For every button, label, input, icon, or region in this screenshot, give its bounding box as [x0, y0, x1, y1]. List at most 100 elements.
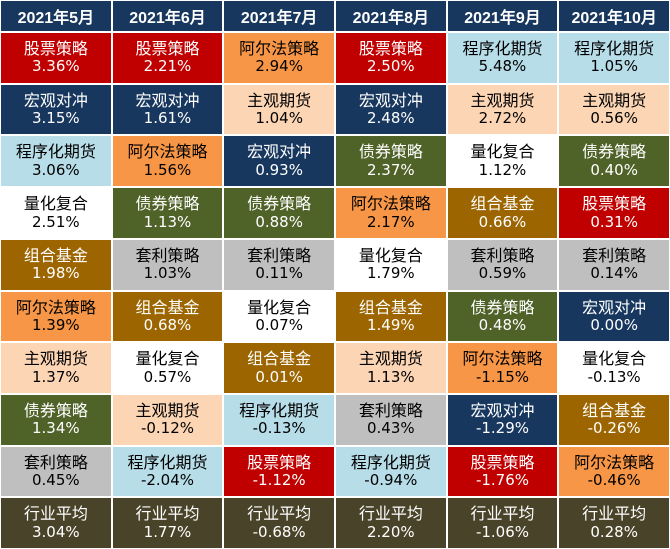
strategy-name: 行业平均 — [358, 504, 423, 524]
strategy-name: 股票策略 — [470, 452, 535, 472]
strategy-cell: 套利策略 0.45% — [1, 446, 111, 497]
strategy-cell: 量化复合 2.51% — [1, 188, 111, 238]
industry-average-cell: 行业平均 -0.68% — [224, 498, 334, 548]
strategy-name: 股票策略 — [582, 194, 647, 214]
strategy-name: 套利策略 — [358, 400, 423, 420]
strategy-return-value: 0.07% — [255, 315, 303, 334]
strategy-cell: 主观期货 0.56% — [559, 84, 669, 135]
strategy-return-value: 0.56% — [590, 109, 638, 128]
strategy-cell: 阿尔法策略 -0.46% — [559, 446, 669, 497]
strategy-cell: 宏观对冲 0.00% — [559, 291, 669, 342]
industry-average-cell: 行业平均 2.20% — [335, 498, 446, 548]
strategy-cell: 程序化期货 -2.04% — [112, 446, 223, 497]
strategy-return-value: 2.94% — [255, 57, 303, 76]
strategy-name: 量化复合 — [582, 349, 647, 369]
strategy-cell: 阿尔法策略 1.56% — [112, 136, 223, 187]
strategy-name: 组合基金 — [247, 349, 312, 369]
strategy-name: 债券策略 — [247, 194, 312, 214]
strategy-name: 债券策略 — [582, 142, 647, 162]
strategy-cell: 组合基金 1.49% — [335, 291, 446, 342]
strategy-name: 行业平均 — [470, 504, 535, 524]
strategy-cell: 阿尔法策略 1.39% — [1, 291, 111, 342]
strategy-cell: 债券策略 0.40% — [559, 136, 669, 187]
strategy-cell: 宏观对冲 1.61% — [112, 84, 223, 135]
strategy-cell: 宏观对冲 0.93% — [224, 136, 334, 187]
strategy-name: 行业平均 — [247, 504, 312, 524]
strategy-return-value: 2.17% — [366, 212, 415, 231]
strategy-name: 宏观对冲 — [470, 400, 535, 420]
strategy-name: 阿尔法策略 — [350, 194, 431, 214]
strategy-name: 债券策略 — [470, 297, 535, 317]
month-header: 2021年9月 — [447, 1, 558, 31]
strategy-cell: 主观期货 1.04% — [224, 84, 334, 135]
strategy-return-value: 1.56% — [143, 160, 192, 179]
strategy-return-value: 0.48% — [478, 315, 527, 334]
strategy-name: 套利策略 — [247, 245, 312, 265]
strategy-name: 宏观对冲 — [358, 90, 423, 110]
strategy-return-value: 1.61% — [143, 109, 192, 128]
strategy-return-value: 0.57% — [143, 367, 192, 386]
strategy-cell: 量化复合 1.12% — [447, 136, 558, 187]
strategy-return-value: 1.49% — [366, 315, 415, 334]
strategy-return-value: 1.13% — [366, 367, 415, 386]
strategy-cell: 组合基金 0.01% — [224, 343, 334, 393]
strategy-cell: 组合基金 0.66% — [447, 188, 558, 238]
strategy-return-value: 0.66% — [478, 212, 527, 231]
industry-average-cell: 行业平均 0.28% — [559, 498, 669, 548]
strategy-cell: 阿尔法策略 2.17% — [335, 188, 446, 238]
strategy-name: 套利策略 — [470, 245, 535, 265]
strategy-name: 套利策略 — [135, 245, 200, 265]
strategy-name: 量化复合 — [358, 245, 423, 265]
strategy-return-value: 1.39% — [32, 315, 80, 334]
strategy-cell: 量化复合 0.07% — [224, 291, 334, 342]
strategy-return-value: 1.03% — [143, 264, 192, 283]
strategy-name: 阿尔法策略 — [127, 142, 208, 162]
month-header: 2021年10月 — [559, 1, 669, 31]
strategy-name: 组合基金 — [470, 194, 535, 214]
strategy-cell: 债券策略 0.48% — [447, 291, 558, 342]
strategy-return-value: 3.04% — [32, 522, 80, 541]
strategy-name: 股票策略 — [358, 39, 423, 59]
strategy-return-value: 0.88% — [255, 212, 303, 231]
strategy-cell: 债券策略 2.37% — [335, 136, 446, 187]
strategy-cell: 股票策略 -1.76% — [447, 446, 558, 497]
month-header: 2021年7月 — [224, 1, 334, 31]
strategy-return-value: 2.51% — [32, 212, 80, 231]
strategy-name: 量化复合 — [247, 297, 312, 317]
strategy-cell: 程序化期货 3.06% — [1, 136, 111, 187]
strategy-cell: 程序化期货 5.48% — [447, 33, 558, 83]
strategy-cell: 套利策略 0.11% — [224, 239, 334, 290]
strategy-cell: 量化复合 0.57% — [112, 343, 223, 393]
strategy-return-value: 0.68% — [143, 315, 192, 334]
strategy-name: 套利策略 — [23, 452, 88, 472]
strategy-name: 债券策略 — [358, 142, 423, 162]
strategy-name: 债券策略 — [135, 194, 200, 214]
strategy-name: 宏观对冲 — [23, 90, 88, 110]
strategy-cell: 宏观对冲 3.15% — [1, 84, 111, 135]
strategy-name: 宏观对冲 — [247, 142, 312, 162]
strategy-return-value: -0.13% — [587, 367, 641, 386]
strategy-name: 股票策略 — [23, 39, 88, 59]
strategy-cell: 程序化期货 1.05% — [559, 33, 669, 83]
strategy-return-value: 1.37% — [32, 367, 80, 386]
strategy-cell: 债券策略 0.88% — [224, 188, 334, 238]
strategy-return-value: -1.76% — [475, 471, 530, 490]
strategy-return-value: 1.12% — [478, 160, 527, 179]
month-header: 2021年6月 — [112, 1, 223, 31]
strategy-name: 阿尔法策略 — [574, 452, 655, 472]
strategy-name: 宏观对冲 — [135, 90, 200, 110]
strategy-name: 阿尔法策略 — [239, 39, 320, 59]
strategy-return-value: 0.40% — [590, 160, 638, 179]
strategy-return-value: -1.15% — [475, 367, 530, 386]
strategy-cell: 组合基金 0.68% — [112, 291, 223, 342]
strategy-name: 债券策略 — [23, 400, 88, 420]
strategy-return-value: 0.93% — [255, 160, 303, 179]
strategy-cell: 主观期货 -0.12% — [112, 394, 223, 445]
strategy-cell: 宏观对冲 -1.29% — [447, 394, 558, 445]
strategy-name: 量化复合 — [135, 349, 200, 369]
strategy-cell: 股票策略 3.36% — [1, 33, 111, 83]
strategy-return-value: 0.31% — [590, 212, 638, 231]
strategy-name: 行业平均 — [23, 504, 88, 524]
strategy-return-value: 0.01% — [255, 367, 303, 386]
strategy-return-value: 3.06% — [32, 160, 80, 179]
